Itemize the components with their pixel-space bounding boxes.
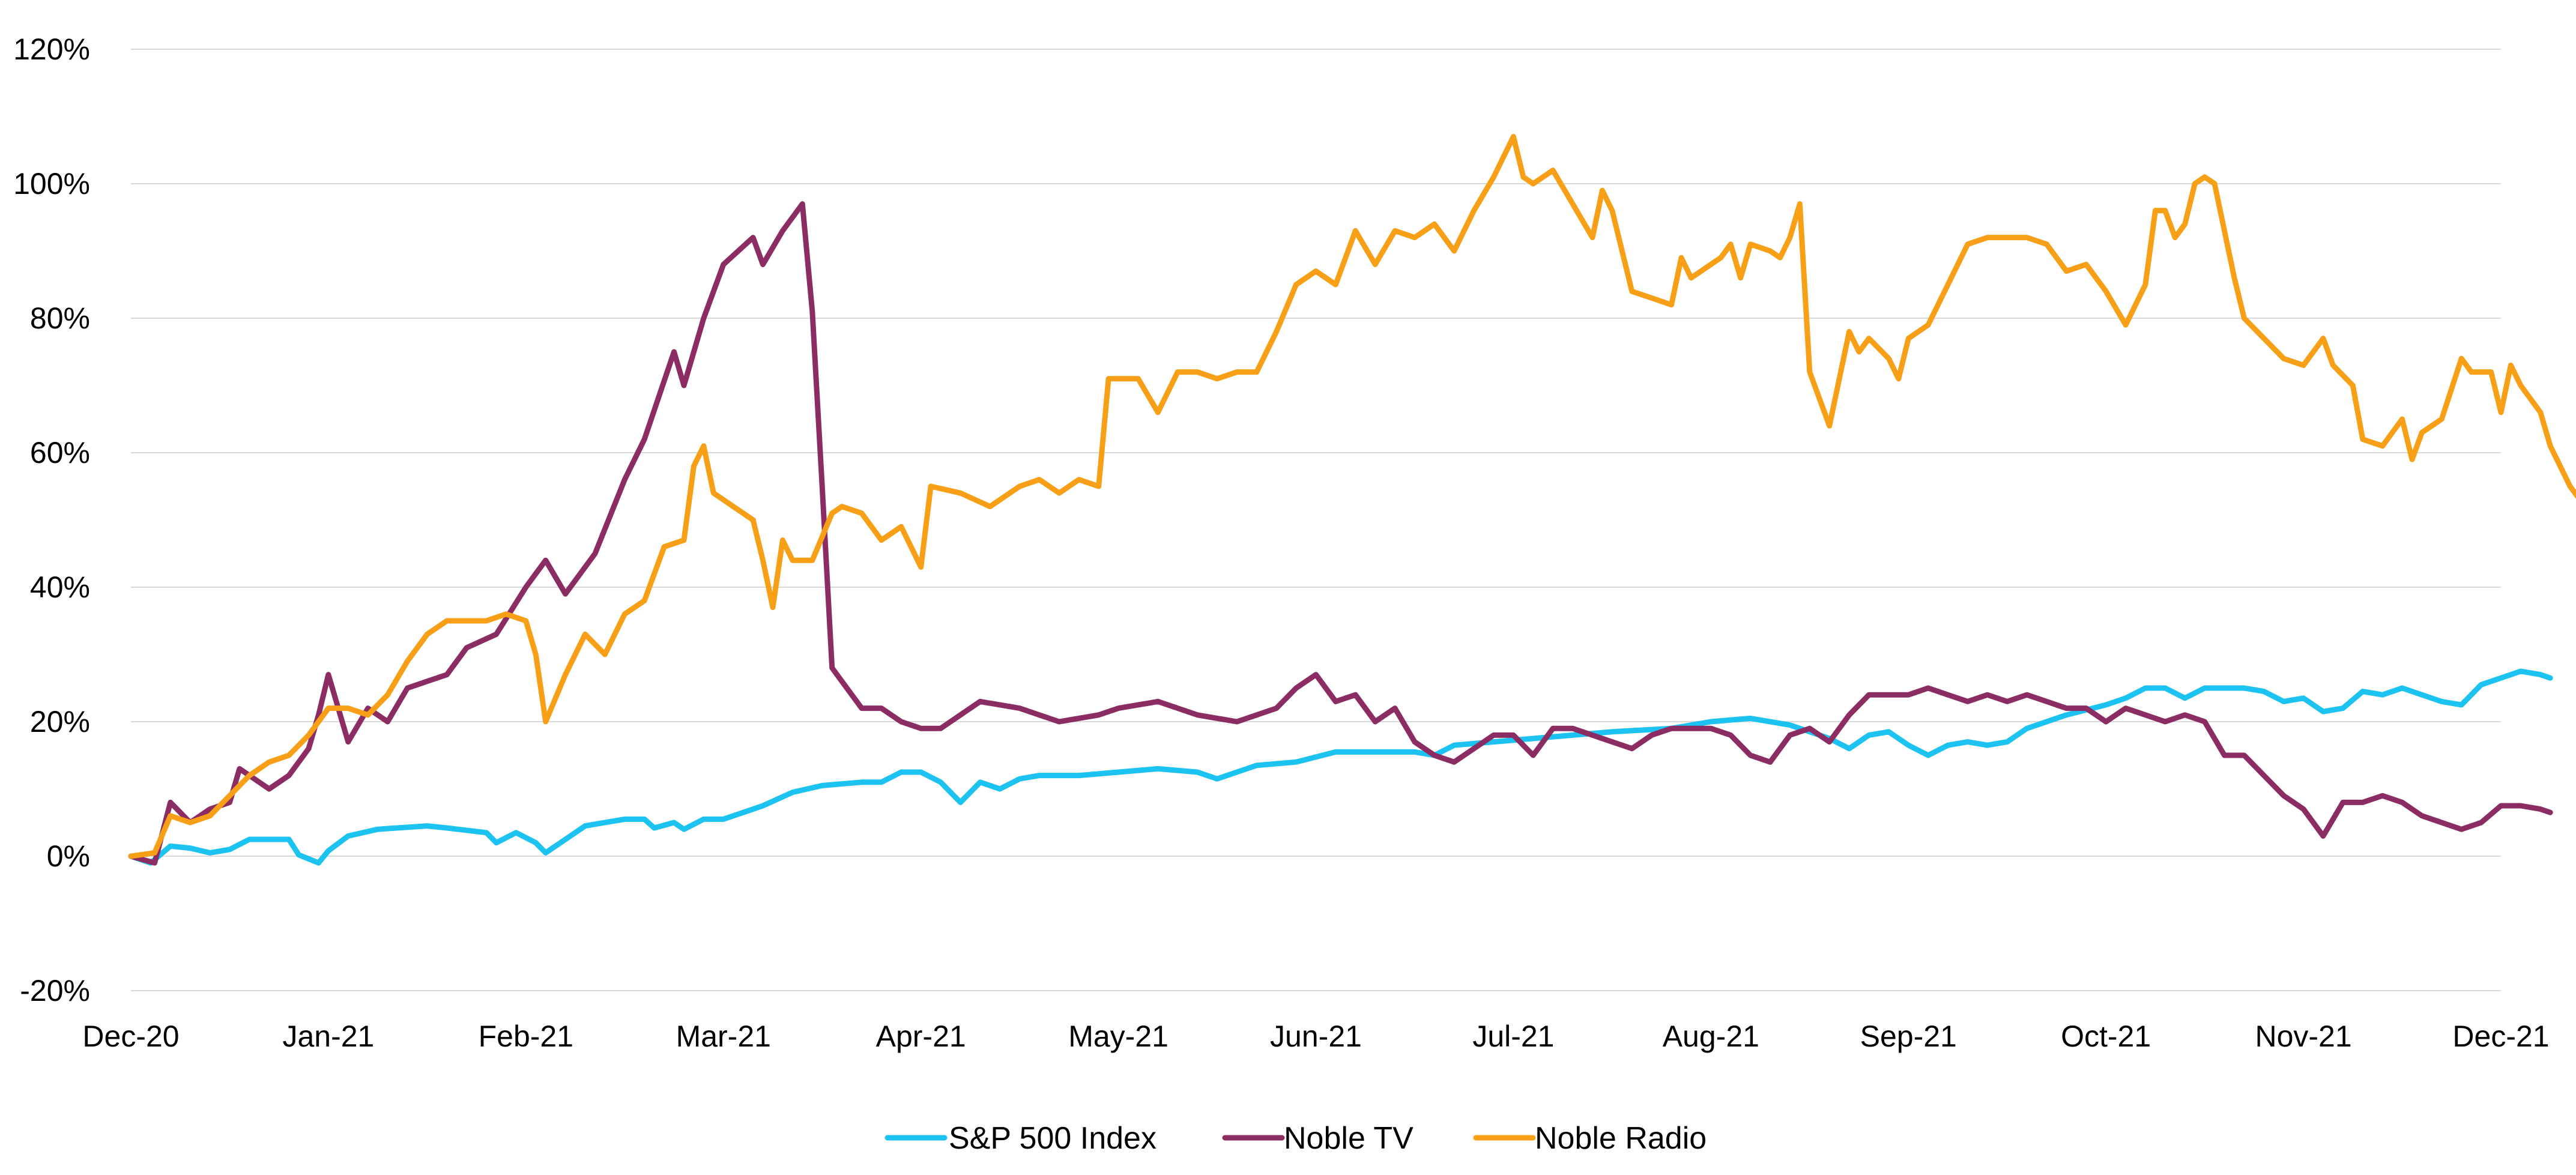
x-tick-label: Jul-21 <box>1472 1019 1554 1053</box>
x-tick-label: Sep-21 <box>1860 1019 1957 1053</box>
x-tick-label: May-21 <box>1068 1019 1169 1053</box>
legend-label: Noble Radio <box>1535 1121 1707 1156</box>
series-line-1 <box>128 201 2553 866</box>
y-tick-label: 0% <box>47 839 90 873</box>
x-tick-label: Dec-21 <box>2452 1019 2549 1053</box>
y-tick-label: 20% <box>30 705 90 739</box>
y-tick-label: 80% <box>30 301 90 335</box>
series-lines <box>128 134 2576 866</box>
x-tick-label: Mar-21 <box>676 1019 771 1053</box>
x-tick-label: Dec-20 <box>82 1019 179 1053</box>
x-tick-label: Jan-21 <box>282 1019 374 1053</box>
x-tick-label: Apr-21 <box>876 1019 966 1053</box>
series-line-0 <box>128 668 2553 866</box>
y-axis-ticks: -20% 0% 20% 40% 60% 80% 100% 120% <box>13 32 90 1007</box>
x-tick-label: Feb-21 <box>479 1019 573 1053</box>
y-tick-label: 60% <box>30 436 90 470</box>
x-axis-ticks: Dec-20 Jan-21 Feb-21 Mar-21 Apr-21 May-21 Jun-… <box>82 1019 2549 1053</box>
legend: S&P 500 Index Noble TV Noble Radio <box>884 1121 1707 1156</box>
legend-label: Noble TV <box>1284 1121 1413 1156</box>
x-tick-label: Oct-21 <box>2061 1019 2151 1053</box>
legend-label: S&P 500 Index <box>949 1121 1156 1156</box>
x-tick-label: Nov-21 <box>2255 1019 2351 1053</box>
y-tick-label: 100% <box>13 167 90 201</box>
x-tick-label: Jun-21 <box>1270 1019 1362 1053</box>
series-line-2 <box>128 134 2576 859</box>
y-tick-label: 40% <box>30 570 90 604</box>
y-tick-label: -20% <box>20 974 90 1007</box>
x-tick-label: Aug-21 <box>1663 1019 1759 1053</box>
y-tick-label: 120% <box>13 32 90 66</box>
